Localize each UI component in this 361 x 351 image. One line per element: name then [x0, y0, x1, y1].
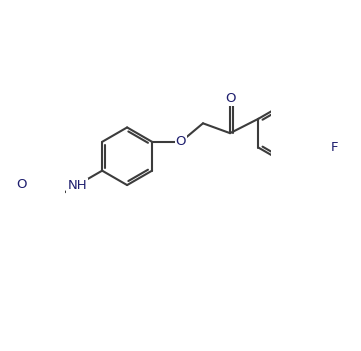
Text: O: O	[176, 135, 186, 148]
Text: NH: NH	[68, 179, 87, 192]
Text: O: O	[16, 178, 26, 191]
Text: O: O	[225, 92, 235, 105]
Text: F: F	[331, 141, 339, 154]
